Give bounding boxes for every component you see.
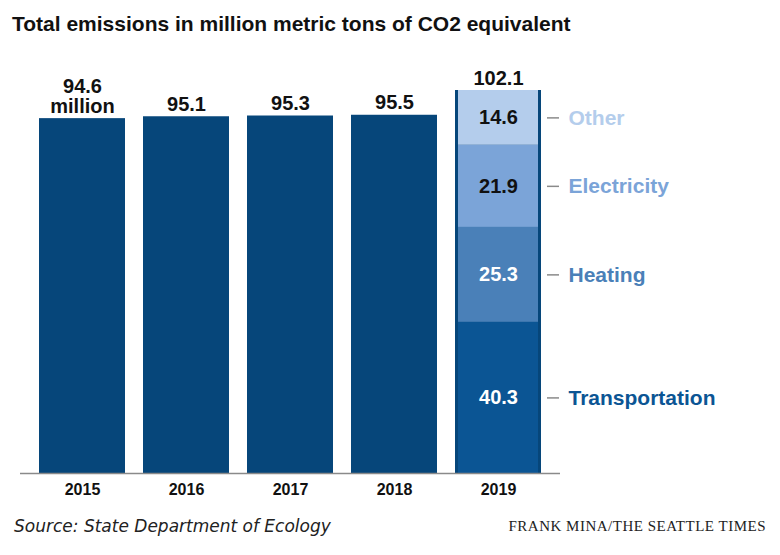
svg-text:2016: 2016 bbox=[169, 481, 205, 498]
svg-text:95.3: 95.3 bbox=[271, 92, 310, 114]
svg-text:102.1: 102.1 bbox=[473, 67, 523, 89]
svg-text:95.1: 95.1 bbox=[167, 93, 206, 115]
svg-text:40.3: 40.3 bbox=[479, 386, 518, 408]
svg-text:14.6: 14.6 bbox=[479, 106, 518, 128]
svg-text:Heating: Heating bbox=[569, 263, 646, 286]
svg-text:Other: Other bbox=[569, 106, 625, 129]
html-text:FRANK MINA/THE SEATTLE TIMES: FRANK MINA/THE SEATTLE TIMES bbox=[508, 517, 766, 534]
svg-text:2019: 2019 bbox=[481, 481, 517, 498]
html-text:Total emissions in million met: Total emissions in million metric tons o… bbox=[12, 12, 571, 35]
html-text:Source: State Department of Ec: Source: State Department of Ecology bbox=[14, 516, 331, 536]
svg-text:Electricity: Electricity bbox=[569, 174, 670, 197]
svg-text:2017: 2017 bbox=[273, 481, 309, 498]
svg-text:Transportation: Transportation bbox=[569, 386, 716, 409]
svg-text:2015: 2015 bbox=[65, 481, 101, 498]
svg-text:95.5: 95.5 bbox=[375, 91, 414, 113]
svg-text:25.3: 25.3 bbox=[479, 263, 518, 285]
svg-text:94.6million: 94.6million bbox=[50, 75, 114, 117]
svg-text:21.9: 21.9 bbox=[479, 175, 518, 197]
svg-text:2018: 2018 bbox=[377, 481, 413, 498]
